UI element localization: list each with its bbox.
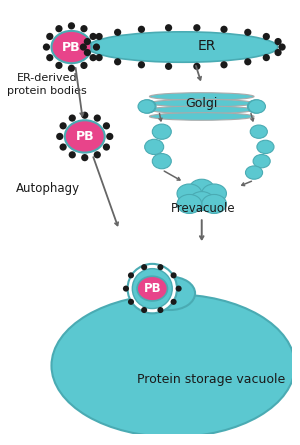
Ellipse shape	[138, 100, 155, 113]
Ellipse shape	[152, 154, 171, 169]
Circle shape	[46, 33, 53, 40]
Ellipse shape	[177, 194, 202, 214]
Ellipse shape	[189, 192, 214, 210]
Text: Autophagy: Autophagy	[16, 182, 80, 195]
Circle shape	[80, 44, 87, 51]
Ellipse shape	[202, 194, 226, 214]
Circle shape	[244, 28, 251, 36]
Circle shape	[69, 151, 76, 158]
Circle shape	[95, 54, 103, 61]
Circle shape	[89, 33, 97, 40]
Circle shape	[81, 154, 88, 161]
Ellipse shape	[177, 184, 202, 203]
Ellipse shape	[245, 166, 262, 179]
Ellipse shape	[149, 113, 254, 120]
Circle shape	[244, 58, 251, 65]
Circle shape	[93, 44, 100, 51]
Ellipse shape	[52, 31, 92, 63]
Circle shape	[84, 38, 91, 45]
Ellipse shape	[145, 139, 164, 154]
Ellipse shape	[88, 32, 278, 62]
Ellipse shape	[152, 124, 171, 139]
Circle shape	[84, 49, 91, 56]
Text: ER: ER	[197, 39, 216, 53]
Circle shape	[274, 38, 282, 45]
Ellipse shape	[248, 100, 265, 113]
Circle shape	[89, 54, 97, 61]
Circle shape	[263, 33, 270, 40]
Circle shape	[123, 286, 129, 291]
Circle shape	[278, 44, 286, 51]
Ellipse shape	[149, 106, 254, 113]
Circle shape	[193, 63, 200, 70]
Circle shape	[220, 61, 228, 69]
Ellipse shape	[202, 184, 226, 203]
Ellipse shape	[149, 99, 254, 107]
Circle shape	[114, 28, 121, 36]
Circle shape	[106, 133, 113, 140]
Circle shape	[55, 25, 63, 32]
Ellipse shape	[52, 294, 295, 437]
Circle shape	[68, 65, 75, 72]
Circle shape	[46, 54, 53, 61]
Circle shape	[165, 63, 172, 70]
Circle shape	[263, 54, 270, 61]
Circle shape	[128, 299, 134, 305]
Circle shape	[59, 122, 67, 129]
Ellipse shape	[250, 125, 267, 138]
Ellipse shape	[189, 179, 214, 198]
Circle shape	[165, 24, 172, 31]
Circle shape	[158, 307, 164, 313]
Circle shape	[59, 143, 67, 151]
Circle shape	[138, 61, 145, 69]
Circle shape	[128, 272, 134, 279]
Ellipse shape	[146, 277, 195, 310]
Text: PB: PB	[62, 40, 81, 53]
Circle shape	[158, 264, 164, 270]
Circle shape	[220, 26, 228, 33]
Circle shape	[56, 133, 63, 140]
Text: Prevacuole: Prevacuole	[171, 202, 236, 215]
Text: Golgi: Golgi	[185, 97, 218, 109]
Circle shape	[80, 62, 88, 69]
Circle shape	[274, 49, 282, 56]
Ellipse shape	[248, 100, 266, 113]
Circle shape	[69, 114, 76, 121]
Ellipse shape	[139, 100, 156, 113]
Circle shape	[103, 143, 110, 151]
Circle shape	[81, 112, 88, 119]
Circle shape	[55, 62, 63, 69]
Circle shape	[103, 122, 110, 129]
Text: PB: PB	[76, 130, 94, 143]
Circle shape	[95, 33, 103, 40]
Text: Protein storage vacuole: Protein storage vacuole	[137, 373, 285, 386]
Circle shape	[132, 269, 172, 308]
Ellipse shape	[149, 93, 254, 100]
Ellipse shape	[65, 120, 105, 153]
Circle shape	[94, 151, 101, 158]
Circle shape	[176, 286, 182, 291]
Ellipse shape	[137, 276, 167, 301]
Circle shape	[128, 264, 177, 313]
Ellipse shape	[253, 154, 270, 168]
Circle shape	[94, 114, 101, 121]
Circle shape	[138, 26, 145, 33]
Circle shape	[193, 24, 200, 31]
Text: PB: PB	[143, 282, 161, 295]
Circle shape	[43, 44, 50, 51]
Circle shape	[141, 307, 147, 313]
Circle shape	[114, 58, 121, 65]
Circle shape	[68, 22, 75, 29]
Circle shape	[171, 272, 177, 279]
Text: ER-derived
protein bodies: ER-derived protein bodies	[7, 73, 87, 96]
Circle shape	[141, 264, 147, 270]
Circle shape	[80, 25, 88, 32]
Circle shape	[171, 299, 177, 305]
Ellipse shape	[257, 140, 274, 154]
